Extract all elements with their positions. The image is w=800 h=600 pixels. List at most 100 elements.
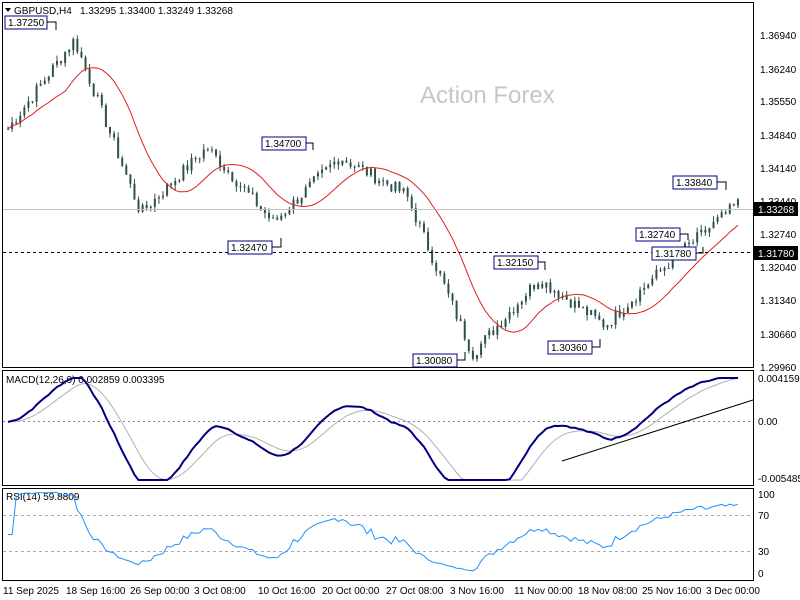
candle-body: [545, 282, 548, 288]
candle-body: [504, 319, 507, 327]
candle-body: [219, 155, 222, 167]
candle-body: [520, 301, 523, 305]
candle-body: [475, 355, 478, 359]
candle-body: [647, 284, 650, 288]
candle-body: [361, 165, 364, 167]
time-tick-8: 3 Nov 16:00: [450, 586, 504, 597]
candle-body: [178, 180, 181, 182]
candle-body: [667, 267, 670, 269]
candle-body: [671, 253, 674, 268]
support-tag: [754, 246, 798, 260]
candle-body: [410, 196, 413, 209]
candle-body: [459, 319, 462, 321]
candle-body: [480, 343, 483, 356]
macd-line: [7, 377, 738, 481]
candle-body: [312, 176, 315, 182]
candle-body: [549, 282, 552, 293]
candle-body: [622, 312, 625, 317]
candle-body: [64, 52, 67, 64]
candle-body: [104, 105, 107, 128]
macd-tick-1: 0.004159: [758, 374, 800, 385]
time-tick-9: 11 Nov 00:00: [514, 586, 573, 597]
candle-body: [406, 188, 409, 197]
candle-body: [321, 169, 324, 173]
candle-body: [145, 204, 148, 208]
candle-body: [471, 350, 474, 359]
candle-body: [614, 310, 617, 325]
candle-body: [7, 128, 10, 130]
candle-body: [692, 242, 695, 244]
candle-body: [149, 206, 152, 208]
candle-body: [516, 304, 519, 313]
candle-body: [251, 192, 254, 194]
candle-body: [402, 188, 405, 192]
candle-body: [569, 299, 572, 308]
price-tick-7: 1.32740: [760, 230, 797, 241]
price-label-leader-8: [457, 352, 466, 361]
main-panel[interactable]: [2, 2, 754, 368]
candle-body: [259, 205, 262, 210]
candle-body: [288, 210, 291, 214]
price-label-9: 1.30360: [551, 343, 588, 354]
price-label-6: 1.32150: [497, 258, 534, 269]
candle-body: [728, 204, 731, 214]
chart-symbol: GBPUSD,H4: [14, 6, 72, 17]
candle-body: [341, 160, 344, 165]
rsi-panel[interactable]: [2, 488, 754, 581]
candle-body: [528, 284, 531, 297]
candle-body: [170, 183, 173, 186]
chevron-down-icon[interactable]: [5, 8, 11, 12]
candle-body: [15, 122, 18, 124]
candle-body: [590, 310, 593, 315]
candle-body: [125, 165, 128, 175]
candle-body: [598, 315, 601, 320]
macd-trendline[interactable]: [561, 399, 754, 462]
price-label-5: 1.32740: [639, 230, 676, 241]
candle-body: [508, 312, 511, 320]
candle-body: [369, 168, 372, 176]
chart-ohlc: 1.33295 1.33400 1.33249 1.33268: [80, 6, 233, 17]
candle-body: [210, 149, 213, 151]
candle-body: [43, 80, 46, 84]
candle-body: [247, 187, 250, 193]
candle-body: [68, 50, 71, 53]
candle-body: [610, 324, 613, 326]
candle-body: [325, 167, 328, 170]
price-tick-8: 1.32040: [760, 263, 797, 274]
price-label-leader-3: [272, 238, 282, 248]
time-axis: 11 Sep 2025 18 Sep 16:00 26 Sep 00:00 3 …: [3, 586, 760, 597]
candle-body: [96, 94, 99, 96]
candle-body: [688, 242, 691, 244]
rsi-tick-70: 70: [758, 511, 770, 522]
price-tick-2: 1.36240: [760, 65, 797, 76]
time-tick-2: 18 Sep 16:00: [66, 586, 126, 597]
price-tick-1: 1.36940: [760, 31, 797, 42]
candle-body: [35, 85, 38, 102]
candle-body: [329, 164, 332, 168]
candle-body: [23, 107, 26, 116]
price-label-leader-7: [696, 247, 704, 254]
candle-body: [524, 296, 527, 302]
candle-body: [586, 306, 589, 315]
candle-body: [643, 287, 646, 290]
time-tick-7: 27 Oct 08:00: [386, 586, 444, 597]
candle-body: [451, 293, 454, 301]
candle-body: [414, 208, 417, 223]
candle-body: [431, 249, 434, 263]
candle-body: [386, 180, 389, 185]
candle-body: [463, 320, 466, 340]
rsi-tick-0: 0: [758, 569, 764, 580]
candle-body: [39, 83, 42, 86]
candle-body: [492, 330, 495, 335]
moving-average: [7, 67, 739, 333]
price-label-8: 1.30080: [416, 356, 453, 367]
candle-body: [166, 183, 169, 196]
price-label-leader-1: [47, 21, 57, 30]
candle-body: [488, 330, 491, 336]
candle-body: [215, 149, 218, 156]
macd-panel[interactable]: [2, 370, 754, 486]
rsi-line: [8, 492, 739, 572]
candle-body: [157, 197, 160, 199]
candle-body: [153, 198, 156, 207]
candle-body: [141, 204, 144, 212]
